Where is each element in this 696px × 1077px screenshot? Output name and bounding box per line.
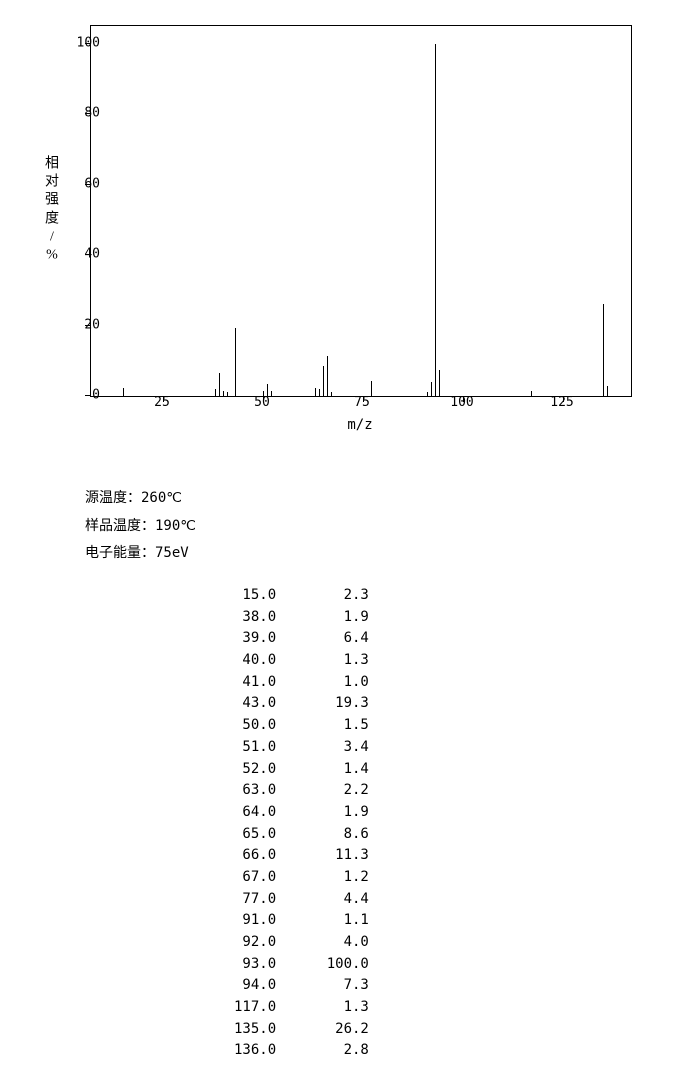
table-row: 93.0 100.0 <box>175 954 369 976</box>
y-axis-label: 相对强度/% <box>45 155 59 264</box>
table-row: 38.0 1.9 <box>175 607 369 629</box>
table-row: 63.0 2.2 <box>175 780 369 802</box>
source-temp: 源温度：260℃ <box>85 485 196 513</box>
table-row: 39.0 6.4 <box>175 628 369 650</box>
x-tick-label: 50 <box>254 395 270 410</box>
table-row: 51.0 3.4 <box>175 737 369 759</box>
spectrum-peak <box>271 391 272 396</box>
y-tick-label: 40 <box>84 247 100 262</box>
y-tick-label: 80 <box>84 106 100 121</box>
y-tick-label: 60 <box>84 176 100 191</box>
x-tick-label: 25 <box>154 395 170 410</box>
source-temp-label: 源温度： <box>85 491 141 506</box>
sample-temp-value: 190℃ <box>155 518 196 534</box>
spectrum-peak <box>371 381 372 397</box>
table-row: 43.0 19.3 <box>175 693 369 715</box>
table-row: 117.0 1.3 <box>175 997 369 1019</box>
table-row: 77.0 4.4 <box>175 889 369 911</box>
spectrum-peak <box>327 356 328 396</box>
x-tick-label: 75 <box>354 395 370 410</box>
spectrum-peak <box>531 391 532 396</box>
spectrum-peak <box>235 328 236 396</box>
sample-temp: 样品温度：190℃ <box>85 513 196 541</box>
table-row: 92.0 4.0 <box>175 932 369 954</box>
spectrum-peak <box>227 392 228 396</box>
table-row: 91.0 1.1 <box>175 910 369 932</box>
plot-area <box>90 25 632 397</box>
table-row: 52.0 1.4 <box>175 759 369 781</box>
x-tick-label: 125 <box>550 395 573 410</box>
table-row: 15.0 2.3 <box>175 585 369 607</box>
spectrum-peak <box>315 388 316 396</box>
y-tick-label: 0 <box>92 388 100 403</box>
source-temp-value: 260℃ <box>141 490 182 506</box>
x-tick-label: 100 <box>450 395 473 410</box>
table-row: 64.0 1.9 <box>175 802 369 824</box>
electron-energy-value: 75eV <box>155 545 189 561</box>
spectrum-peak <box>435 44 436 396</box>
y-tick-label: 100 <box>77 35 100 50</box>
table-row: 135.0 26.2 <box>175 1019 369 1041</box>
spectrum-peak <box>603 304 604 396</box>
spectrum-peak <box>219 373 220 396</box>
table-row: 40.0 1.3 <box>175 650 369 672</box>
spectrum-peak <box>223 391 224 396</box>
table-row: 41.0 1.0 <box>175 672 369 694</box>
spectrum-peak <box>123 388 124 396</box>
table-row: 50.0 1.5 <box>175 715 369 737</box>
x-axis-label: m/z <box>90 417 630 433</box>
table-row: 66.0 11.3 <box>175 845 369 867</box>
spectrum-peak <box>323 366 324 396</box>
spectrum-peak <box>607 386 608 396</box>
electron-energy: 电子能量：75eV <box>85 540 196 568</box>
y-tick-label: 20 <box>84 317 100 332</box>
chart-metadata: 源温度：260℃ 样品温度：190℃ 电子能量：75eV <box>85 485 196 568</box>
table-row: 94.0 7.3 <box>175 975 369 997</box>
spectrum-peak <box>431 382 432 396</box>
spectrum-peak <box>427 392 428 396</box>
mass-spectrum-chart: m/z 相对强度/% 0 20 40 60 80 100 25 50 75 100 125 <box>30 15 650 435</box>
spectrum-peak <box>331 392 332 396</box>
electron-energy-label: 电子能量： <box>85 546 155 561</box>
spectrum-peak <box>215 389 216 396</box>
sample-temp-label: 样品温度： <box>85 519 155 534</box>
table-row: 65.0 8.6 <box>175 824 369 846</box>
spectrum-peak <box>439 370 440 396</box>
table-row: 67.0 1.2 <box>175 867 369 889</box>
spectrum-peak <box>319 389 320 396</box>
data-table: 15.0 2.3 38.0 1.9 39.0 6.4 40.0 1.3 41.0… <box>175 585 369 1062</box>
table-row: 136.0 2.8 <box>175 1040 369 1062</box>
